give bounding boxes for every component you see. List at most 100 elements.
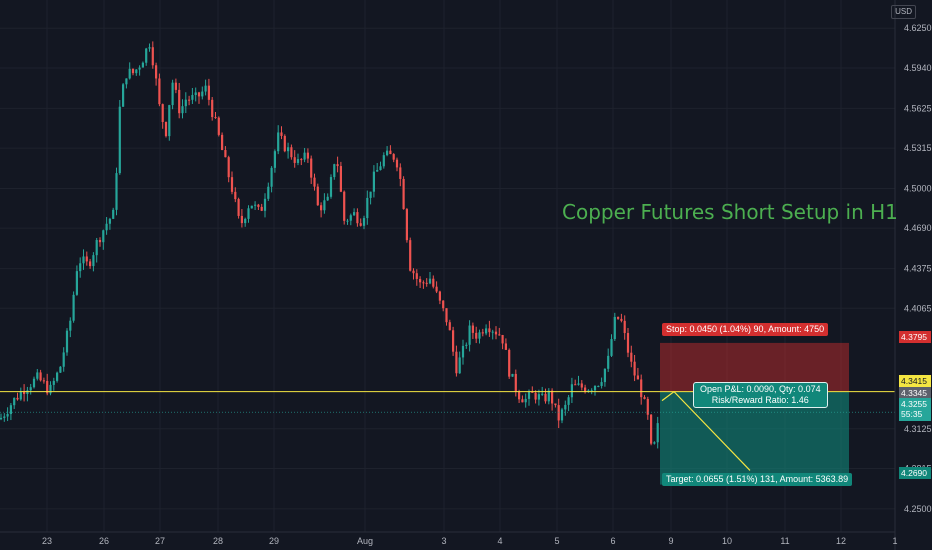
candle-body [201, 91, 204, 97]
candle-body [227, 157, 230, 178]
candle-body [653, 442, 656, 444]
candle-body [613, 316, 616, 340]
candle-body [316, 186, 319, 206]
candle-body [362, 218, 366, 226]
candle-body [125, 78, 128, 85]
candle-body [13, 397, 16, 406]
candle-body [597, 385, 600, 387]
stop-price-tag: 4.3795 [899, 331, 931, 343]
target-price-tag: 4.2690 [899, 467, 931, 479]
candle-body [118, 106, 121, 174]
candle-body [353, 212, 356, 216]
candle-body [580, 383, 583, 388]
candle-body [455, 351, 458, 374]
candle-body [600, 382, 603, 386]
target-label[interactable]: Target: 0.0655 (1.51%) 131, Amount: 5363… [662, 473, 853, 486]
candle-body [191, 95, 194, 100]
candle-body [636, 375, 639, 380]
y-tick-label: 4.5000 [904, 183, 932, 193]
y-tick-label: 4.4065 [904, 303, 932, 313]
candle-body [630, 352, 633, 362]
candle-body [224, 150, 227, 158]
candle-body [521, 399, 524, 403]
candle-body [650, 414, 653, 444]
candle-body [326, 196, 329, 201]
candle-body [626, 333, 630, 353]
candle-body [415, 273, 418, 279]
x-tick-label: 11 [780, 536, 789, 546]
time-axis: 23 26 27 28 29 Aug 3 4 5 6 9 10 11 12 1 [0, 531, 898, 546]
candle-body [412, 270, 415, 274]
candle-body [395, 159, 399, 168]
candle-body [372, 171, 375, 192]
candle-body [56, 372, 59, 381]
candle-body [428, 278, 432, 284]
candle-body [85, 256, 88, 262]
pnl-line: Open P&L: 0.0090, Qty: 0.074 [700, 384, 821, 394]
candle-body [138, 67, 141, 70]
stop-label[interactable]: Stop: 0.0450 (1.04%) 90, Amount: 4750 [662, 323, 829, 336]
currency-badge[interactable]: USD [891, 5, 916, 19]
candle-body [620, 318, 623, 321]
candle-body [181, 106, 184, 114]
projection-line [661, 390, 751, 471]
candle-body [131, 68, 135, 74]
candle-body [171, 82, 174, 106]
candle-body [9, 405, 12, 415]
candle-body [214, 117, 217, 119]
candle-body [518, 391, 521, 400]
candle-body [257, 204, 260, 207]
candle-body [524, 398, 527, 403]
candle-body [531, 391, 534, 393]
candle-body [16, 397, 19, 400]
candle-body [379, 166, 382, 171]
y-tick-label: 4.6250 [904, 23, 932, 33]
candle-body [197, 92, 201, 97]
candle-body [135, 69, 138, 74]
pnl-label[interactable]: Open P&L: 0.0090, Qty: 0.074 Risk/Reward… [693, 382, 828, 408]
candle-body [623, 320, 626, 334]
candle-body [593, 385, 597, 391]
candle-body [346, 220, 349, 222]
x-tick-label: 27 [155, 536, 165, 546]
candle-body [574, 384, 577, 386]
candle-body [501, 335, 504, 344]
y-tick-label: 4.5940 [904, 63, 932, 73]
candle-body [323, 200, 326, 211]
candle-body [52, 380, 55, 385]
candle-body [247, 208, 250, 219]
candle-body [82, 256, 85, 264]
x-tick-label: 4 [497, 536, 502, 546]
y-tick-label: 4.2500 [904, 504, 932, 514]
candle-body [554, 403, 557, 406]
candle-body [158, 78, 161, 105]
candle-body [263, 198, 267, 211]
y-tick-label: 4.5625 [904, 103, 932, 113]
candle-body [587, 390, 590, 392]
candle-body [32, 378, 36, 388]
candle-body [442, 300, 445, 309]
candle-body [161, 104, 164, 122]
candle-body [570, 384, 573, 398]
candle-body [303, 152, 306, 160]
candle-body [75, 271, 78, 295]
y-tick-label: 4.5315 [904, 143, 932, 153]
candle-body [514, 373, 517, 392]
candle-body [29, 387, 32, 391]
candle-body [293, 157, 296, 163]
candle-body [112, 209, 115, 219]
candle-body [541, 393, 544, 395]
x-tick-label: 12 [836, 536, 846, 546]
candle-body [105, 223, 108, 231]
candle-body [349, 215, 352, 221]
candle-body [164, 121, 168, 137]
x-tick-label: 23 [42, 536, 52, 546]
candle-body [23, 391, 26, 394]
candle-body [42, 380, 45, 382]
candle-body [560, 409, 564, 421]
candle-body [108, 218, 111, 224]
candle-body [339, 166, 342, 192]
candle-body [544, 393, 547, 402]
candle-body [481, 332, 484, 334]
